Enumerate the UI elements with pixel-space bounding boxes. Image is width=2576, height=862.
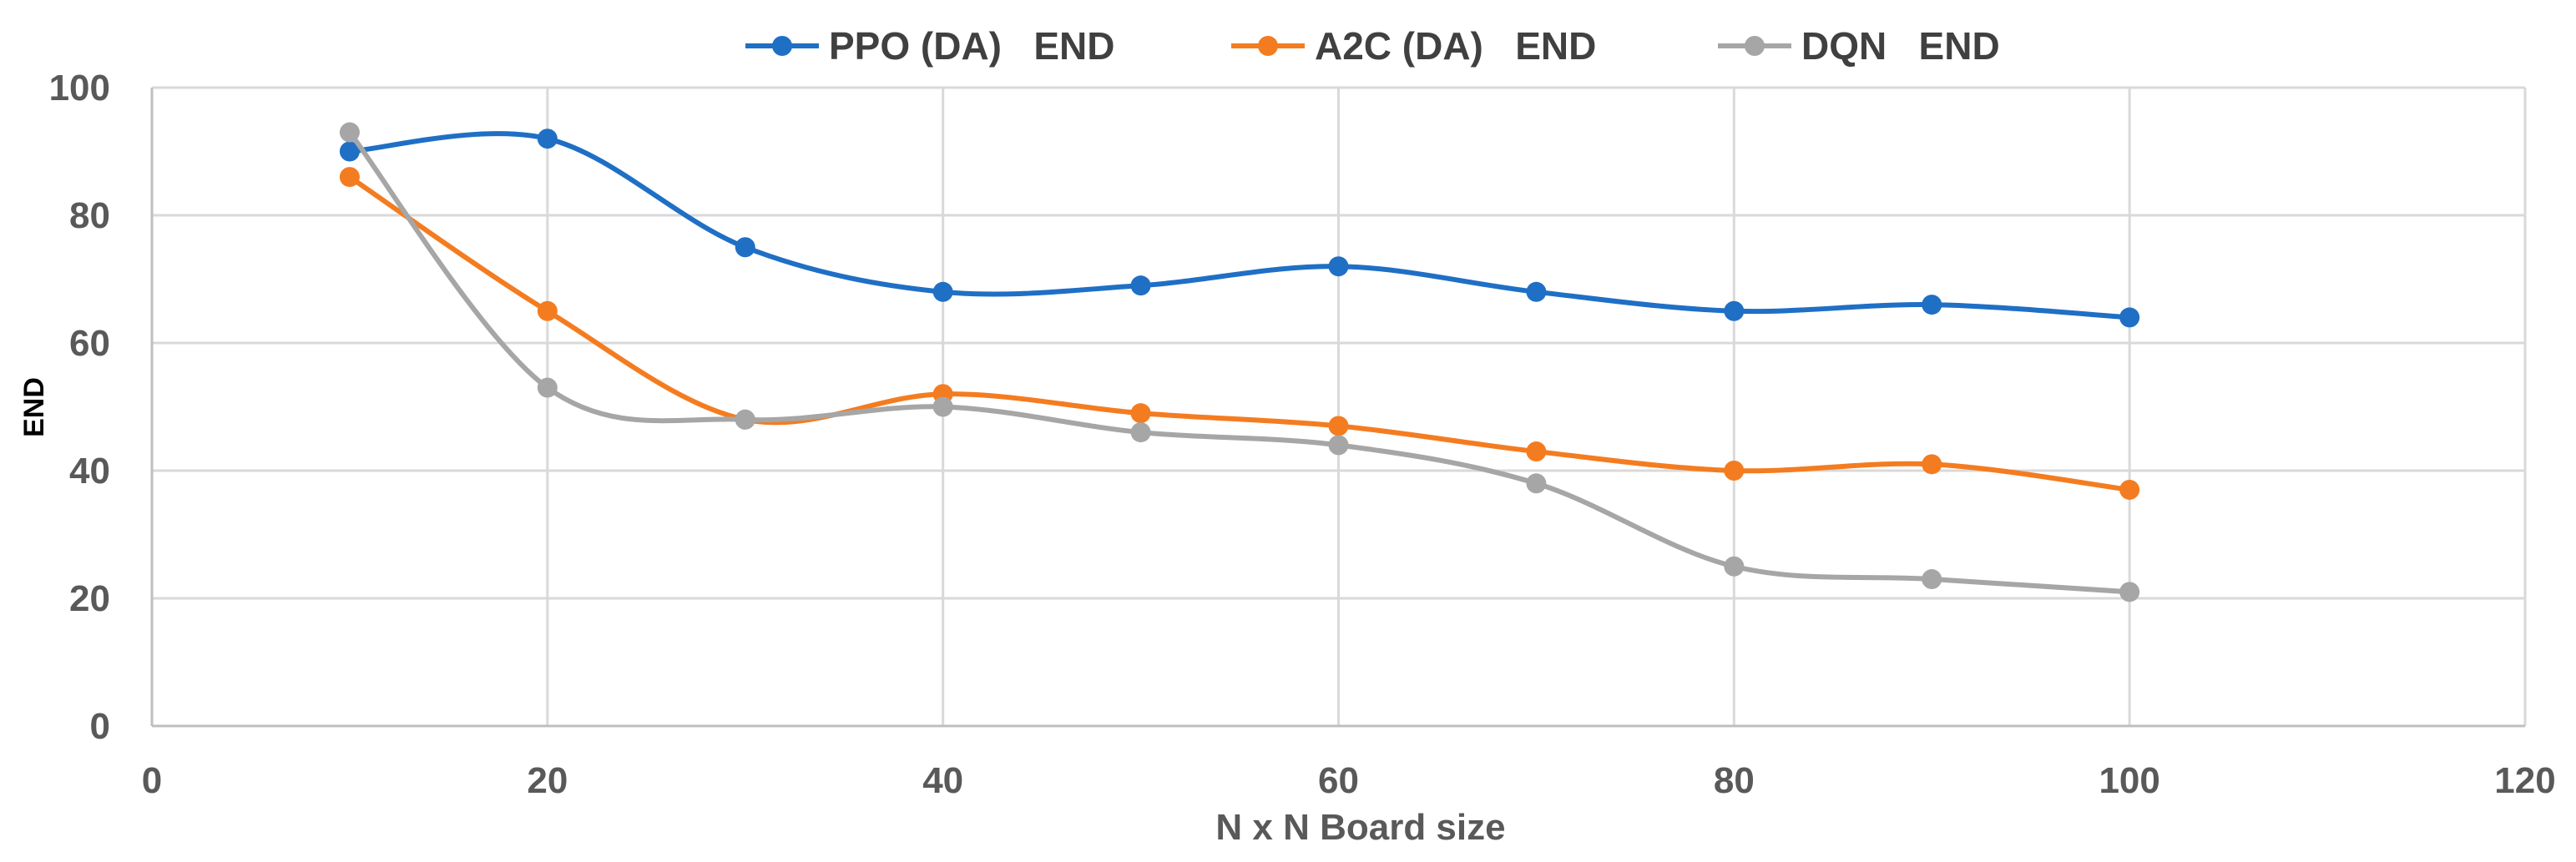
y-tick-label: 40 — [69, 451, 110, 491]
legend-item: PPO (DA) END — [745, 24, 1114, 68]
grid — [150, 86, 2527, 728]
y-tick-label: 20 — [69, 578, 110, 619]
x-tick-label: 120 — [2494, 760, 2555, 801]
x-tick-label: 20 — [527, 760, 568, 801]
data-point — [537, 300, 558, 321]
data-point — [735, 409, 755, 430]
data-point — [932, 281, 953, 302]
legend-label: PPO (DA) END — [829, 24, 1114, 68]
x-tick-label: 40 — [922, 760, 963, 801]
data-point — [339, 167, 360, 188]
y-tick-label: 0 — [90, 706, 110, 747]
data-point — [932, 396, 953, 417]
x-tick-label: 100 — [2099, 760, 2159, 801]
x-tick-label: 0 — [142, 760, 162, 801]
data-point — [537, 377, 558, 398]
series-1 — [339, 129, 2140, 328]
x-tick-label: 60 — [1318, 760, 1359, 801]
data-point — [537, 129, 558, 149]
legend-label: DQN END — [1801, 24, 2000, 68]
series-3 — [339, 122, 2140, 602]
data-point — [1328, 416, 1349, 436]
x-axis-title: N x N Board size — [1215, 807, 1505, 848]
axes: 0 20 40 60 80 100 0 20 40 60 80 100 120 — [49, 68, 2556, 801]
data-point — [1724, 300, 1745, 321]
data-point — [1724, 556, 1745, 577]
data-point — [339, 141, 360, 162]
legend-item: A2C (DA) END — [1231, 24, 1596, 68]
series-line — [346, 129, 2133, 595]
data-point — [1526, 473, 1547, 494]
data-point — [1922, 295, 1942, 315]
y-tick-label: 60 — [69, 323, 110, 364]
data-point — [1130, 403, 1151, 424]
x-tick-label: 80 — [1714, 760, 1755, 801]
data-point — [339, 122, 360, 143]
legend-marker-swatch — [1258, 36, 1278, 56]
data-point — [1922, 569, 1942, 590]
data-point — [1130, 422, 1151, 443]
legend: PPO (DA) END A2C (DA) END DQN END — [745, 24, 2000, 68]
y-axis-title: END — [18, 377, 50, 437]
legend-item: DQN END — [1718, 24, 2000, 68]
series-2 — [339, 167, 2140, 500]
data-point — [2119, 307, 2140, 328]
legend-label: A2C (DA) END — [1315, 24, 1596, 68]
data-point — [735, 237, 755, 258]
data-point — [1130, 275, 1151, 296]
series-line — [346, 174, 2133, 492]
data-point — [1328, 435, 1349, 456]
data-point — [1922, 454, 1942, 475]
y-tick-label: 100 — [49, 68, 110, 108]
y-tick-label: 80 — [69, 195, 110, 236]
data-point — [2119, 582, 2140, 602]
series-line — [346, 131, 2133, 320]
data-point — [1328, 256, 1349, 277]
legend-marker-swatch — [1745, 36, 1765, 56]
data-point — [2119, 479, 2140, 500]
data-point — [1526, 441, 1547, 462]
data-point — [1724, 461, 1745, 481]
legend-marker-swatch — [772, 36, 792, 56]
series-group — [339, 122, 2140, 602]
data-point — [1526, 281, 1547, 302]
